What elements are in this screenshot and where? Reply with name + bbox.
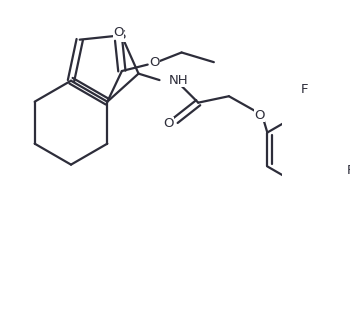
- Text: S: S: [117, 29, 126, 42]
- Text: F: F: [346, 164, 350, 177]
- Text: NH: NH: [169, 73, 189, 87]
- Text: O: O: [113, 26, 124, 39]
- Text: O: O: [254, 109, 265, 122]
- Text: O: O: [150, 57, 160, 69]
- Text: O: O: [163, 117, 174, 130]
- Text: F: F: [301, 83, 308, 96]
